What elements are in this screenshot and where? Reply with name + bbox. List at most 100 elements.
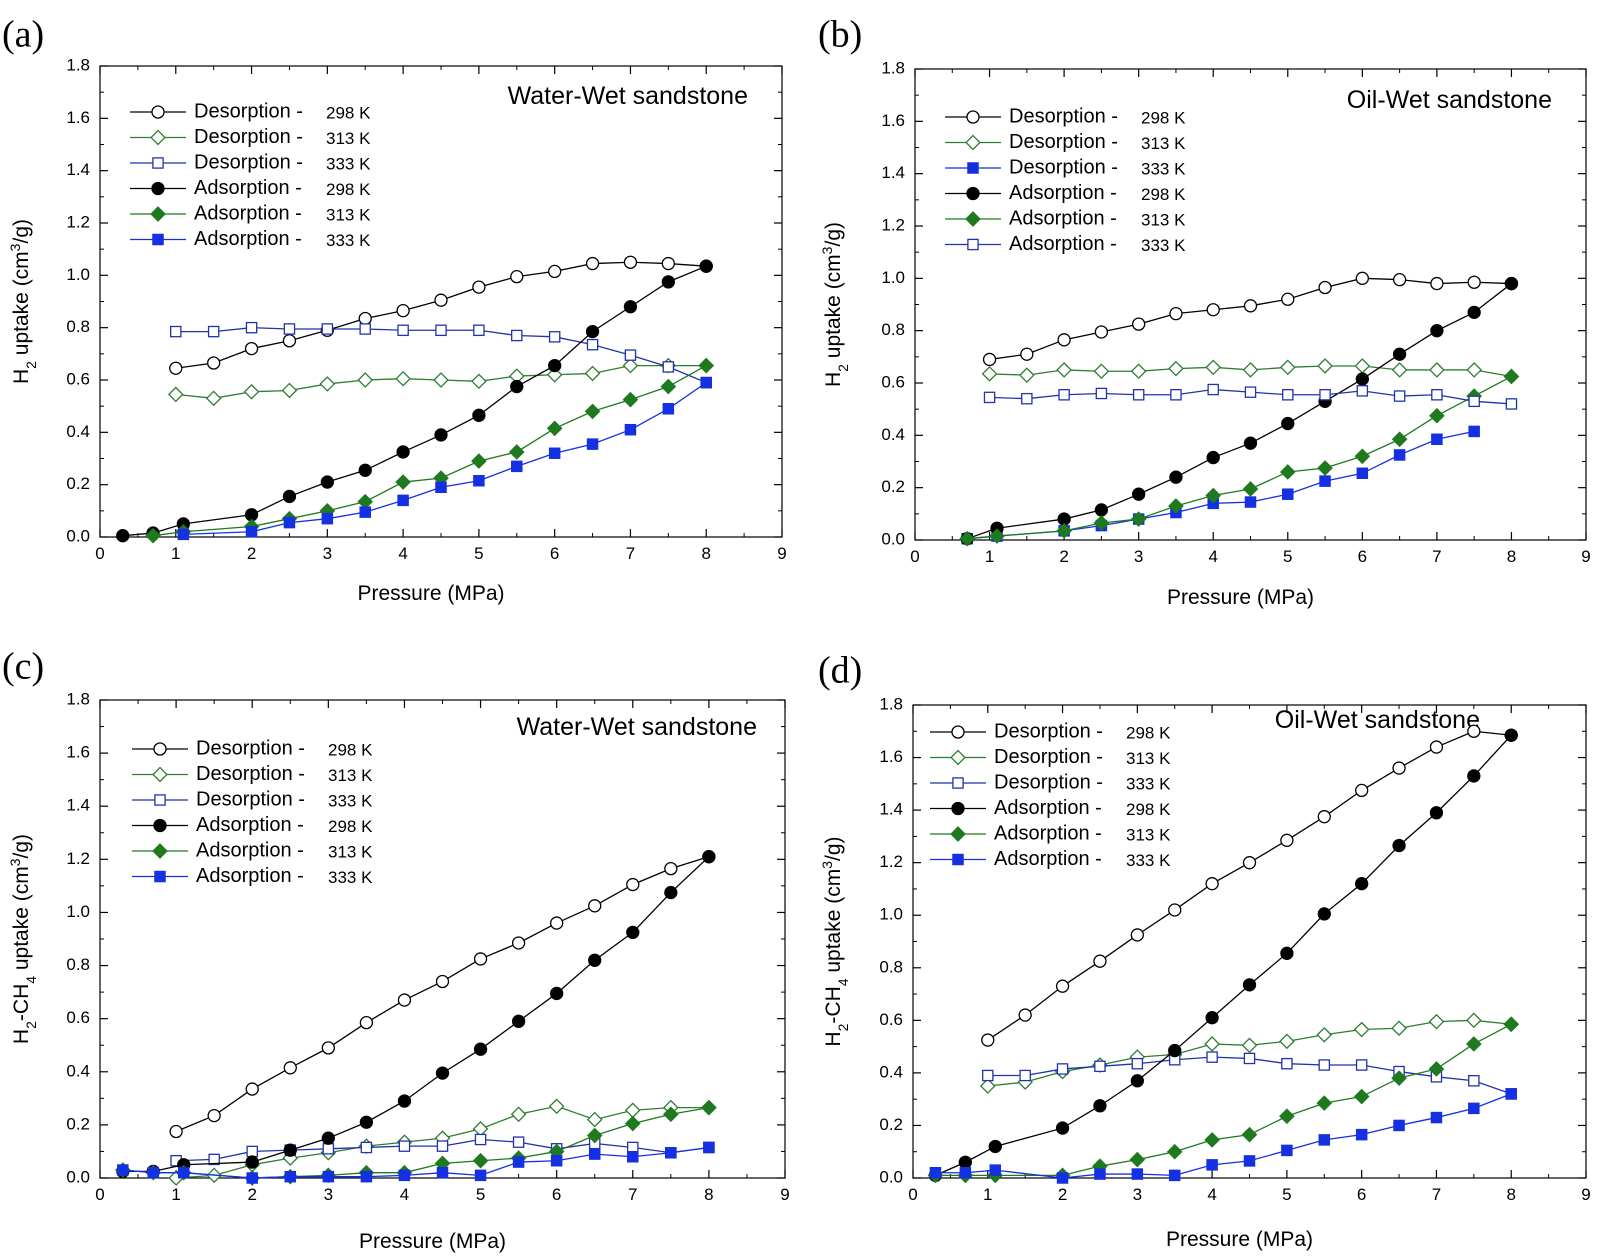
data-point <box>1093 515 1110 531</box>
data-point <box>1429 740 1444 754</box>
data-point <box>1020 347 1034 361</box>
data-point <box>435 1066 450 1080</box>
y-tick-label: 0.6 <box>66 369 90 388</box>
data-point <box>358 463 372 477</box>
data-point <box>207 356 221 370</box>
legend-marker <box>150 129 166 146</box>
data-point <box>245 1082 259 1096</box>
data-point <box>1317 358 1333 374</box>
data-point <box>473 324 485 337</box>
series-1 <box>981 358 1520 385</box>
data-point <box>1094 503 1109 517</box>
data-point <box>959 1166 972 1179</box>
data-point <box>1094 1168 1106 1180</box>
data-point <box>979 1078 996 1094</box>
series-0 <box>981 724 1518 1047</box>
y-tick-label: 1.4 <box>881 163 905 182</box>
data-point <box>548 1098 565 1115</box>
series-2 <box>170 321 712 389</box>
y-tick-label: 1.2 <box>881 215 905 234</box>
series-line <box>152 365 707 537</box>
x-tick-label: 5 <box>1282 1185 1291 1204</box>
x-tick-label: 8 <box>1506 1185 1515 1204</box>
x-tick-label: 7 <box>1432 547 1441 566</box>
data-point <box>473 474 485 487</box>
legend-marker <box>150 206 166 222</box>
data-point <box>959 530 976 547</box>
data-point <box>117 1164 129 1176</box>
y-tick-label: 1.4 <box>66 160 90 179</box>
series-line <box>967 375 1512 540</box>
legend-label: Adsorption - <box>994 797 1102 819</box>
series-3 <box>960 276 1519 546</box>
legend-marker <box>152 766 168 783</box>
data-point <box>1243 1155 1256 1167</box>
legend-temperature: 333 K <box>328 868 373 887</box>
x-tick-label: 3 <box>324 1185 333 1204</box>
series-line <box>935 734 1512 1176</box>
x-tick-label: 0 <box>908 1185 917 1204</box>
data-point <box>1132 317 1146 331</box>
data-point <box>359 323 371 335</box>
data-point <box>1503 1016 1520 1033</box>
data-point <box>550 916 564 930</box>
series-line <box>183 382 707 536</box>
data-point <box>586 438 599 450</box>
y-tick-label: 0.8 <box>66 317 90 336</box>
data-point <box>626 925 640 940</box>
data-point <box>1503 368 1520 385</box>
data-point <box>1055 1121 1070 1135</box>
x-tick-label: 6 <box>550 544 559 563</box>
y-tick-label: 1.4 <box>879 800 903 819</box>
data-point <box>169 361 183 375</box>
series-1 <box>167 357 715 407</box>
legend-label: Adsorption - <box>194 202 302 224</box>
data-point <box>1204 1132 1220 1148</box>
legend-temperature: 313 K <box>1141 134 1186 153</box>
data-point <box>989 528 1005 544</box>
chart-title: Oil-Wet sandstone <box>1347 86 1552 114</box>
data-point <box>1130 511 1147 527</box>
data-point <box>1058 389 1070 401</box>
legend-marker <box>951 725 965 739</box>
data-point <box>322 1143 335 1155</box>
x-tick-label: 5 <box>474 544 483 563</box>
data-point <box>436 1140 449 1152</box>
data-point <box>663 1106 679 1123</box>
series-4 <box>959 368 1520 547</box>
legend-label: Desorption - <box>194 100 303 122</box>
data-point <box>1280 833 1294 847</box>
data-point <box>699 259 713 273</box>
legend-label: Adsorption - <box>194 228 302 250</box>
series-5 <box>177 376 712 541</box>
y-tick-label: 1.8 <box>879 694 903 713</box>
legend-label: Desorption - <box>196 737 305 759</box>
data-point <box>586 338 599 351</box>
data-point <box>1168 1169 1181 1182</box>
data-point <box>1206 1159 1218 1171</box>
data-point <box>321 512 334 525</box>
x-tick-label: 7 <box>626 544 635 563</box>
data-point <box>664 861 678 876</box>
data-point <box>472 1152 489 1169</box>
data-point <box>246 1145 258 1158</box>
legend-label: Adsorption - <box>196 839 304 861</box>
data-point <box>1241 1037 1258 1054</box>
data-point <box>359 1016 374 1030</box>
data-point <box>471 453 487 469</box>
data-point <box>1244 496 1257 508</box>
legend-temperature: 313 K <box>1141 210 1186 229</box>
x-tick-label: 9 <box>1581 1185 1590 1204</box>
x-tick-label: 3 <box>1134 547 1143 566</box>
data-point <box>433 372 449 388</box>
data-point <box>1168 1043 1182 1058</box>
data-point <box>359 506 371 518</box>
series-3 <box>116 259 713 543</box>
data-point <box>1356 467 1369 480</box>
data-point <box>360 1170 373 1183</box>
legend-temperature: 313 K <box>328 842 373 861</box>
y-tick-label: 1.8 <box>66 689 90 708</box>
data-point <box>1093 363 1110 380</box>
legend-temperature: 313 K <box>326 205 371 224</box>
data-point <box>1355 271 1369 285</box>
